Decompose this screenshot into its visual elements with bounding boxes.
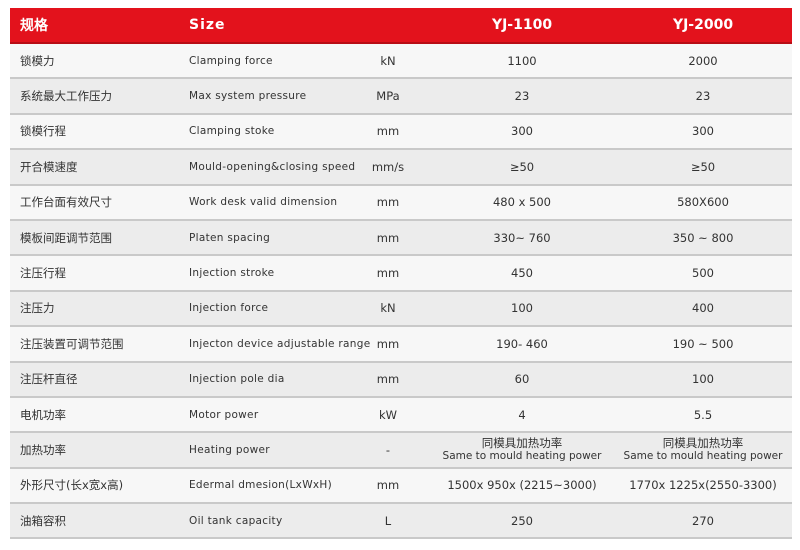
spec-unit: kW bbox=[378, 407, 398, 422]
value-model-b: ≥50 bbox=[690, 159, 716, 174]
value-model-b-sub: Same to mould heating power bbox=[623, 449, 783, 462]
value-model-a: ≥50 bbox=[509, 159, 535, 174]
spec-name-en: Motor power bbox=[189, 408, 259, 421]
value-model-a: 4 bbox=[518, 407, 526, 422]
value-model-a: 1500x 950x (2215~3000) bbox=[447, 478, 597, 493]
spec-name-cn: 锁模力 bbox=[20, 53, 55, 68]
table-row: 外形尺寸(长x宽x高) Edermal dmesion(LxWxH) mm 1500x… bbox=[10, 468, 792, 505]
value-model-b: 5.5 bbox=[693, 407, 713, 422]
header-cn: 规格 bbox=[20, 18, 48, 34]
spec-name-en: Oil tank capacity bbox=[189, 514, 283, 527]
spec-unit: mm/s bbox=[371, 159, 405, 174]
spec-name-cn: 锁模行程 bbox=[20, 124, 66, 139]
value-model-b: 同模具加热功率 Same to mould heating power bbox=[614, 433, 792, 466]
value-model-a: 100 bbox=[511, 301, 533, 316]
spec-name-cn: 开合模速度 bbox=[20, 159, 78, 174]
spec-unit: mm bbox=[376, 336, 400, 351]
value-model-b: 100 bbox=[692, 372, 714, 387]
value-model-b: 1770x 1225x(2550-3300) bbox=[629, 478, 777, 493]
spec-table: 规格 Size YJ-1100 YJ-2000 锁模力 Clamping forc… bbox=[10, 8, 792, 540]
value-model-b: 23 bbox=[695, 89, 711, 104]
spec-name-en: Injection pole dia bbox=[189, 373, 285, 386]
value-model-b: 270 bbox=[692, 513, 714, 528]
value-model-b: 300 bbox=[692, 124, 714, 139]
spec-unit: mm bbox=[376, 230, 400, 245]
value-model-a: 同模具加热功率 Same to mould heating power bbox=[430, 433, 614, 466]
table-body: 锁模力 Clamping force kN 1100 2000 系统最大工作压力 Max s… bbox=[10, 44, 792, 540]
spec-name-cn: 注压杆直径 bbox=[20, 372, 78, 387]
table-row: 工作台面有效尺寸 Work desk valid dimension mm 480 x… bbox=[10, 185, 792, 221]
spec-unit: mm bbox=[376, 266, 400, 281]
table-row: 注压力 Injection force kN 100 400 bbox=[10, 291, 792, 328]
spec-unit: L bbox=[384, 513, 392, 528]
table-row: 锁模行程 Clamping stoke mm 300 300 bbox=[10, 114, 792, 151]
spec-name-en: Injection stroke bbox=[189, 267, 275, 280]
spec-unit: mm bbox=[376, 124, 400, 139]
spec-name-en: Clamping force bbox=[189, 54, 273, 67]
spec-name-cn: 注压行程 bbox=[20, 266, 66, 281]
value-model-a-sub: Same to mould heating power bbox=[442, 449, 602, 462]
spec-unit: mm bbox=[376, 372, 400, 387]
value-model-b: 190 ~ 500 bbox=[672, 336, 734, 351]
value-model-a: 300 bbox=[511, 124, 533, 139]
spec-name-cn: 系统最大工作压力 bbox=[20, 89, 112, 104]
table-row: 开合模速度 Mould-opening&closing speed mm/s ≥50 ≥… bbox=[10, 150, 792, 186]
table-row: 注压杆直径 Injection pole dia mm 60 100 bbox=[10, 362, 792, 398]
table-row: 油箱容积 Oil tank capacity L 250 270 bbox=[10, 504, 792, 540]
spec-name-en: Injection force bbox=[189, 302, 269, 315]
spec-unit: mm bbox=[376, 478, 400, 493]
value-model-b: 400 bbox=[692, 301, 714, 316]
spec-name-cn: 外形尺寸(长x宽x高) bbox=[20, 478, 124, 493]
value-model-b-main: 同模具加热功率 bbox=[662, 435, 744, 450]
spec-unit: kN bbox=[380, 301, 396, 316]
value-model-a-main: 同模具加热功率 bbox=[481, 435, 563, 450]
spec-name-cn: 电机功率 bbox=[20, 407, 66, 422]
spec-unit: kN bbox=[380, 53, 396, 68]
table-row: 注压装置可调节范围 Injecton device adjustable rang… bbox=[10, 327, 792, 363]
value-model-a: 250 bbox=[511, 513, 533, 528]
value-model-b: 350 ~ 800 bbox=[672, 230, 734, 245]
table-row: 电机功率 Motor power kW 4 5.5 bbox=[10, 397, 792, 434]
spec-name-cn: 模板间距调节范围 bbox=[20, 230, 112, 245]
spec-name-cn: 注压装置可调节范围 bbox=[20, 336, 124, 351]
value-model-a: 60 bbox=[514, 372, 530, 387]
header-model-b: YJ-2000 bbox=[672, 17, 734, 33]
value-model-a: 190- 460 bbox=[496, 336, 548, 351]
spec-unit: - bbox=[385, 442, 391, 457]
spec-unit: MPa bbox=[376, 89, 400, 104]
spec-name-cn: 注压力 bbox=[20, 301, 55, 316]
header-en: Size bbox=[189, 17, 226, 33]
spec-name-en: Edermal dmesion(LxWxH) bbox=[189, 479, 332, 492]
table-header: 规格 Size YJ-1100 YJ-2000 bbox=[10, 8, 792, 44]
spec-name-en: Platen spacing bbox=[189, 231, 271, 244]
value-model-a: 450 bbox=[511, 266, 533, 281]
table-row: 加热功率 Heating power - 同模具加热功率 Same to mould h… bbox=[10, 433, 792, 469]
header-model-a: YJ-1100 bbox=[491, 17, 553, 33]
spec-name-en: Max system pressure bbox=[189, 90, 307, 103]
spec-name-en: Heating power bbox=[189, 443, 270, 456]
spec-name-cn: 油箱容积 bbox=[20, 513, 66, 528]
spec-name-cn: 加热功率 bbox=[20, 442, 66, 457]
value-model-b: 580X600 bbox=[677, 195, 729, 210]
spec-name-en: Clamping stoke bbox=[189, 125, 275, 138]
table-row: 注压行程 Injection stroke mm 450 500 bbox=[10, 256, 792, 292]
value-model-a: 1100 bbox=[507, 53, 537, 68]
value-model-a: 23 bbox=[514, 89, 530, 104]
spec-name-cn: 工作台面有效尺寸 bbox=[20, 195, 112, 210]
value-model-b: 2000 bbox=[688, 53, 718, 68]
spec-name-en: Injecton device adjustable range bbox=[189, 337, 371, 350]
table-row: 系统最大工作压力 Max system pressure MPa 23 23 bbox=[10, 79, 792, 115]
spec-unit: mm bbox=[376, 195, 400, 210]
table-row: 锁模力 Clamping force kN 1100 2000 bbox=[10, 44, 792, 80]
spec-name-en: Mould-opening&closing speed bbox=[189, 160, 356, 173]
table-row: 模板间距调节范围 Platen spacing mm 330~ 760 350 ~ 80… bbox=[10, 220, 792, 257]
value-model-a: 330~ 760 bbox=[493, 230, 551, 245]
spec-name-en: Work desk valid dimension bbox=[189, 196, 338, 209]
value-model-b: 500 bbox=[692, 266, 714, 281]
value-model-a: 480 x 500 bbox=[492, 195, 552, 210]
